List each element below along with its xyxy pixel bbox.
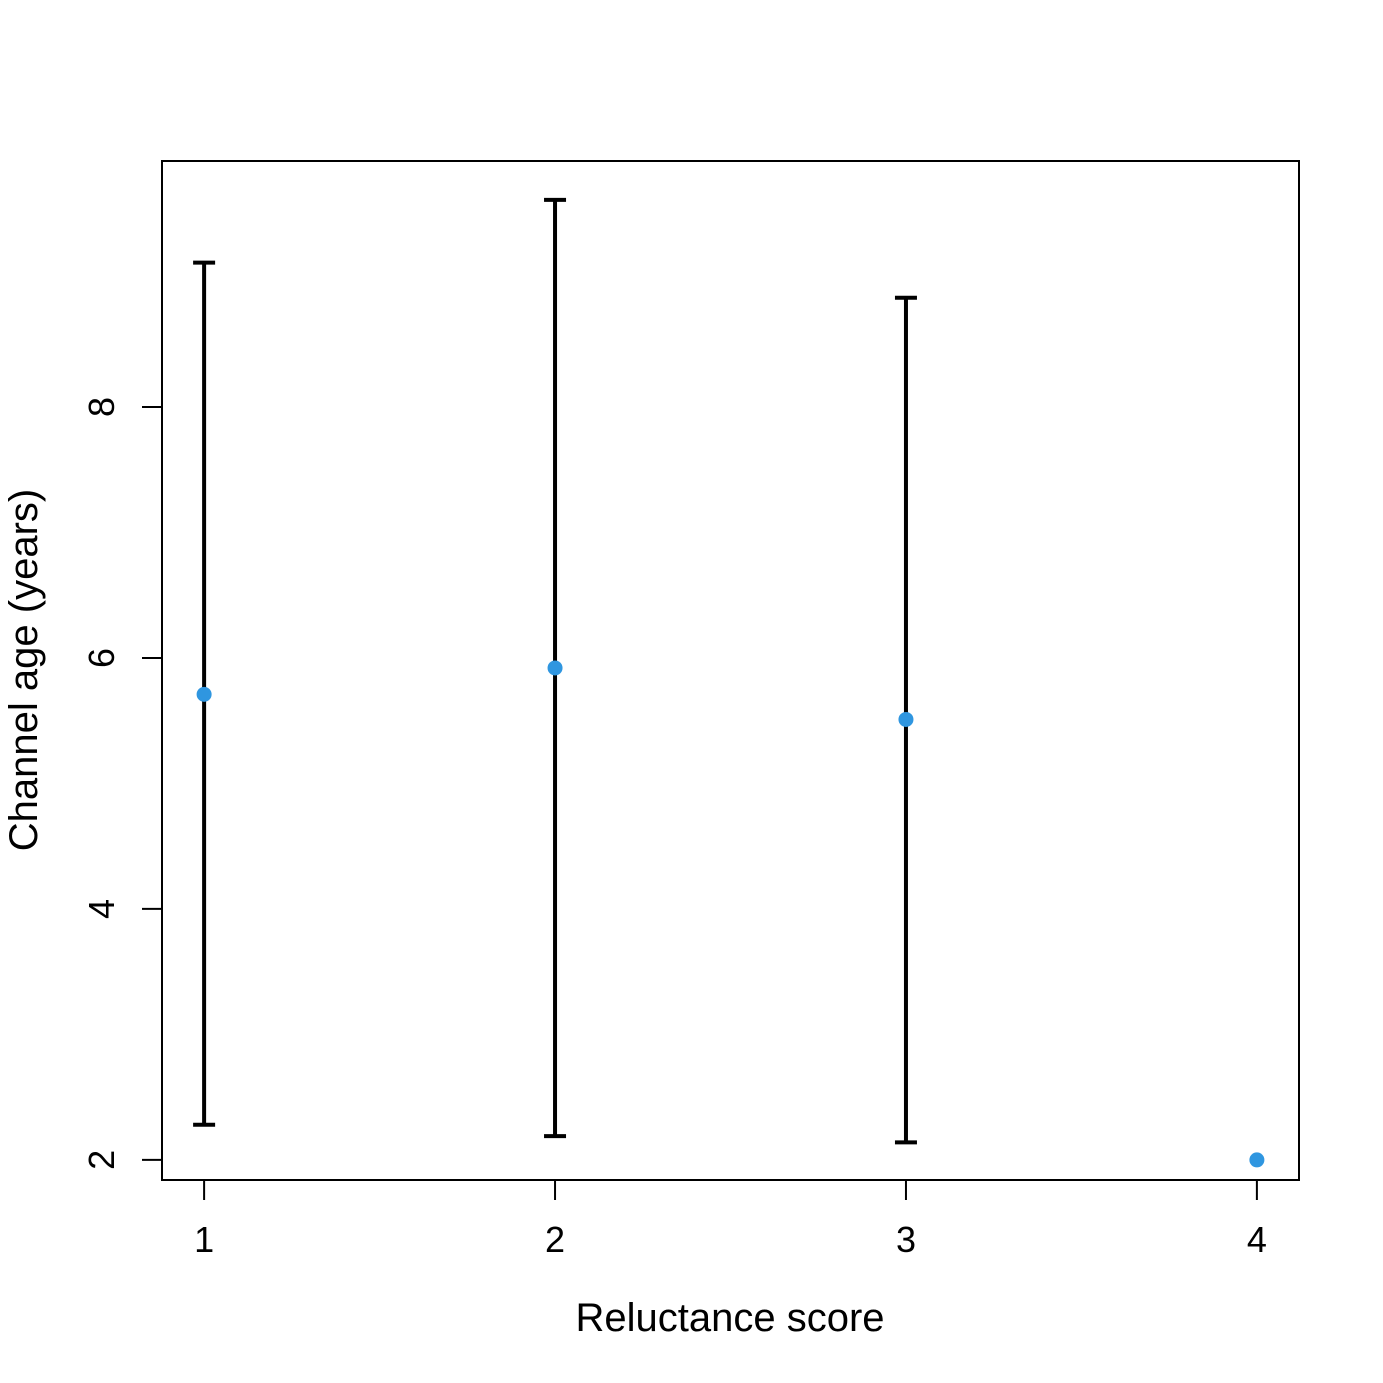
data-point (898, 711, 914, 727)
y-tick-label: 4 (81, 899, 122, 919)
data-point (547, 660, 563, 676)
data-point (1249, 1152, 1265, 1168)
y-tick-label: 8 (81, 397, 122, 417)
y-axis: 2 4 6 8 (81, 397, 163, 1170)
plot-frame (161, 160, 1300, 1181)
data-points (196, 660, 1265, 1168)
x-axis: 1 2 3 4 (194, 1179, 1267, 1260)
x-tick-label: 2 (545, 1219, 565, 1260)
x-tick-label: 3 (896, 1219, 916, 1260)
x-tick-label: 1 (194, 1219, 214, 1260)
data-point (196, 686, 212, 702)
y-tick-label: 2 (81, 1150, 122, 1170)
x-tick-label: 4 (1247, 1219, 1267, 1260)
y-tick-label: 6 (81, 648, 122, 668)
x-axis-label: Reluctance score (575, 1296, 884, 1340)
y-axis-label: Channel age (years) (2, 489, 46, 851)
